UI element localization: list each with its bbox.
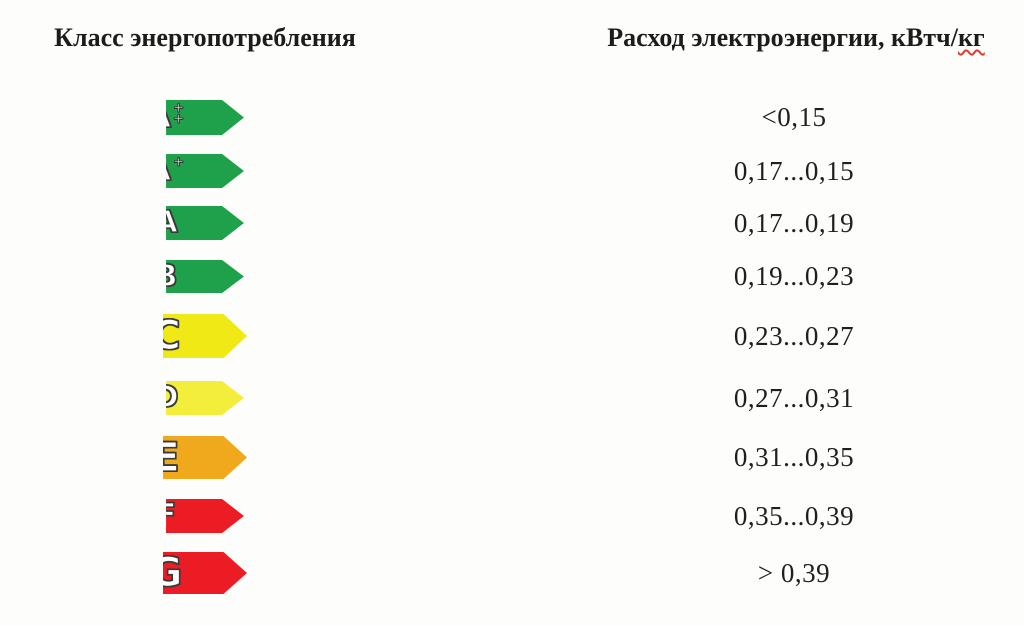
class-cell: A	[0, 206, 410, 240]
class-letter: C	[151, 313, 181, 359]
class-cell: F	[0, 499, 410, 533]
consumption-value: 0,31...0,35	[733, 442, 855, 472]
energy-arrow-a: A	[166, 206, 244, 240]
column-header-consumption: Расход электроэнергии, кВтч/кг	[607, 22, 985, 53]
table-row: D 0,27...0,31	[0, 381, 1024, 415]
table-row: B 0,19...0,23	[0, 260, 1024, 293]
class-plus-marks: ++	[172, 100, 185, 128]
energy-arrow-e: E	[163, 436, 247, 479]
value-cell: 0,31...0,35	[564, 436, 1024, 479]
table-row: G > 0,39	[0, 552, 1024, 594]
consumption-value: 0,35...0,39	[733, 500, 855, 531]
consumption-value: 0,23...0,27	[733, 320, 855, 351]
class-cell: A +	[0, 154, 410, 188]
energy-arrow-d: D	[166, 381, 244, 415]
table-row: E 0,31...0,35	[0, 436, 1024, 479]
column-header-consumption-text: Расход электроэнергии, кВтч/	[607, 23, 958, 52]
energy-arrow-a-plus-plus: A ++	[166, 100, 244, 135]
class-letter: A	[154, 205, 178, 240]
class-letter: A	[147, 99, 172, 135]
value-cell: <0,15	[564, 100, 1024, 135]
value-cell: 0,19...0,23	[564, 260, 1024, 293]
value-cell: 0,17...0,15	[564, 154, 1024, 188]
value-cell: 0,23...0,27	[564, 314, 1024, 358]
table-row: C 0,23...0,27	[0, 314, 1024, 358]
class-cell: E	[0, 436, 410, 479]
table-row: F 0,35...0,39	[0, 499, 1024, 533]
consumption-value: 0,19...0,23	[733, 261, 855, 291]
value-cell: > 0,39	[564, 552, 1024, 594]
table-row: A ++ <0,15	[0, 100, 1024, 135]
spellcheck-underlined-text: кг	[957, 23, 985, 52]
column-header-class: Класс энергопотребления	[54, 23, 356, 52]
consumption-value: 0,17...0,15	[733, 155, 855, 186]
value-cell: 0,35...0,39	[564, 499, 1024, 533]
class-letter: A	[147, 153, 172, 188]
energy-arrow-c: C	[163, 314, 247, 358]
class-cell: A ++	[0, 100, 410, 135]
energy-arrow-b: B	[166, 260, 244, 293]
class-cell: D	[0, 381, 410, 415]
consumption-value: <0,15	[761, 102, 827, 132]
value-cell: 0,27...0,31	[564, 381, 1024, 415]
class-letter: B	[154, 258, 178, 294]
value-cell: 0,17...0,19	[564, 206, 1024, 240]
energy-arrow-f: F	[166, 499, 244, 533]
energy-arrow-g: G	[163, 552, 247, 594]
class-letter: E	[152, 434, 180, 481]
consumption-value: 0,17...0,19	[733, 207, 855, 238]
table-row: A 0,17...0,19	[0, 206, 1024, 240]
class-letter: D	[153, 380, 179, 415]
class-plus-marks: +	[172, 154, 185, 170]
class-letter: G	[149, 550, 183, 596]
class-cell: B	[0, 260, 410, 293]
consumption-value: > 0,39	[757, 557, 831, 588]
class-letter: F	[155, 498, 177, 533]
class-cell: G	[0, 552, 410, 594]
class-cell: C	[0, 314, 410, 358]
consumption-value: 0,27...0,31	[733, 382, 855, 413]
table-row: A + 0,17...0,15	[0, 154, 1024, 188]
energy-arrow-a-plus: A +	[166, 154, 244, 188]
